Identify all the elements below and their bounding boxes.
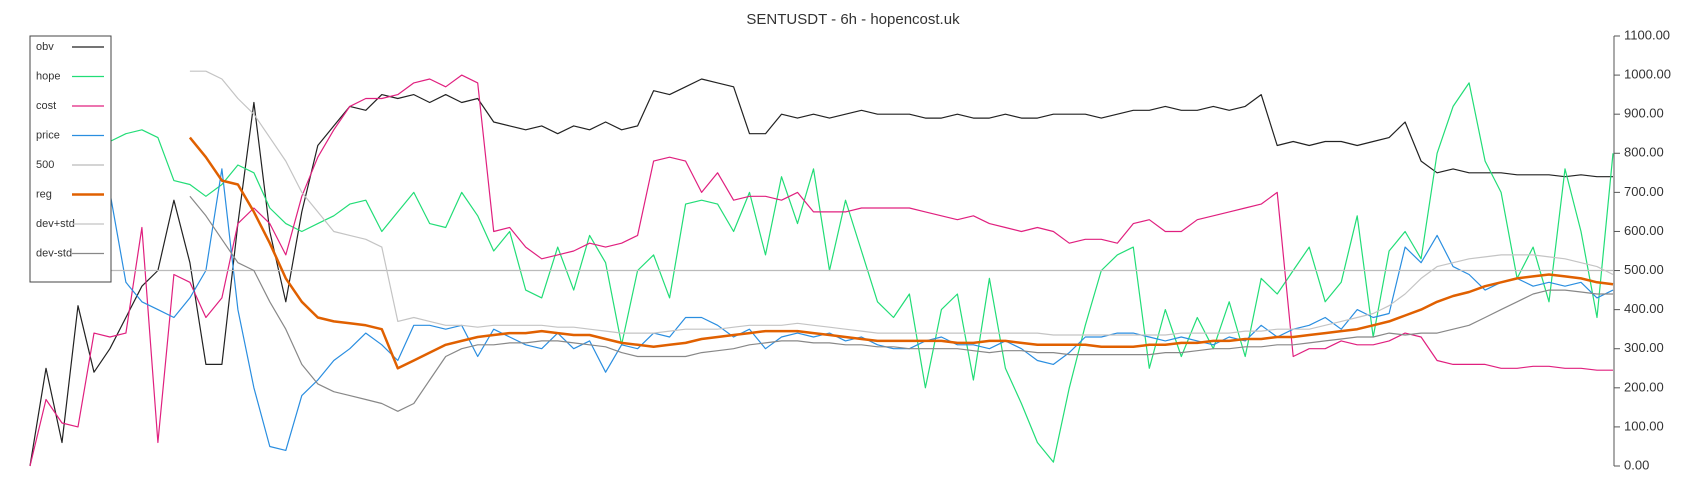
chart-title: SENTUSDT - 6h - hopencost.uk: [746, 11, 960, 28]
y-tick-label: 800.00: [1624, 145, 1664, 160]
y-tick-label: 100.00: [1624, 418, 1664, 433]
y-tick-label: 900.00: [1624, 106, 1664, 121]
series-line: [29, 78, 1613, 467]
y-tick-label: 400.00: [1624, 301, 1664, 316]
legend-label: price: [36, 129, 60, 141]
series-line: [188, 136, 1614, 370]
series-line: [189, 195, 1613, 412]
y-tick-label: 500.00: [1624, 262, 1664, 277]
legend-label: reg: [36, 188, 52, 200]
series-line: [30, 94, 1614, 451]
y-tick-label: 600.00: [1624, 223, 1664, 238]
y-tick-label: 700.00: [1624, 184, 1664, 199]
y-tick-label: 300.00: [1624, 340, 1664, 355]
y-tick-label: 200.00: [1624, 379, 1664, 394]
legend-label: cost: [36, 100, 56, 112]
legend-label: obv: [36, 41, 54, 53]
y-tick-label: 0.00: [1624, 457, 1649, 472]
legend-label: 500: [36, 159, 54, 171]
legend-label: hope: [36, 70, 60, 82]
series-line: [189, 70, 1614, 336]
legend-label: dev-std: [36, 247, 72, 259]
series-line: [109, 82, 1614, 463]
y-tick-label: 1000.00: [1624, 67, 1671, 82]
y-tick-label: 1100.00: [1624, 27, 1670, 42]
legend-label: dev+std: [36, 218, 75, 230]
series-line: [29, 74, 1613, 467]
